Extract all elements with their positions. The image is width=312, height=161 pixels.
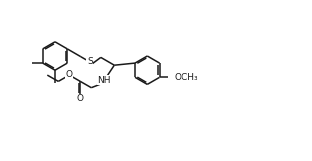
Text: NH: NH: [98, 76, 111, 85]
Text: S: S: [87, 57, 93, 66]
Text: OCH₃: OCH₃: [174, 73, 198, 82]
Text: O: O: [77, 94, 84, 103]
Text: O: O: [65, 70, 72, 79]
